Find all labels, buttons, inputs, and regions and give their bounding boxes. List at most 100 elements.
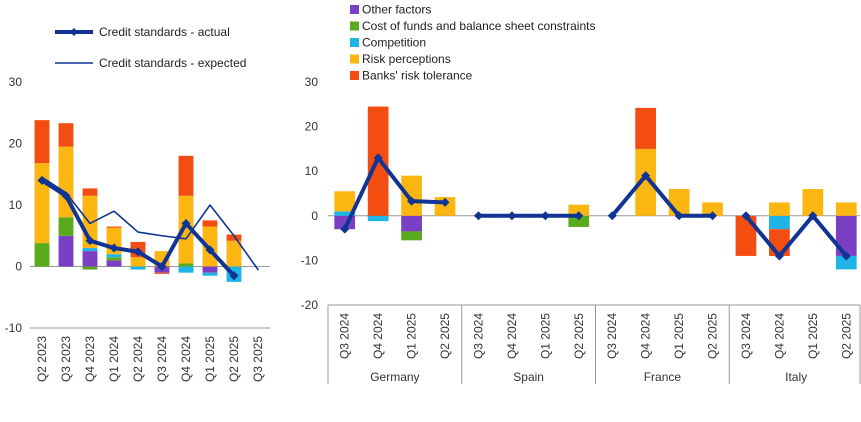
left-line-expected — [41, 176, 259, 271]
right-y-tick-label-2: 0 — [311, 209, 318, 223]
left-y-tick-label-3: 20 — [9, 137, 23, 151]
left-bar-other-3 — [106, 260, 122, 267]
right-germany-bar-cost-2 — [401, 231, 422, 241]
right-italy-bar-risk_tolerance-0 — [735, 215, 757, 256]
left-line-actual-marker-7 — [205, 245, 215, 255]
legend-right-swatch-risk_perceptions — [350, 54, 359, 64]
right-x-tick-label-italy-2: Q1 2025 — [806, 313, 820, 359]
left-bar-competition-2 — [82, 248, 98, 252]
left-line-actual-marker-3 — [109, 243, 119, 253]
left-line-actual-marker-6 — [181, 218, 191, 228]
right-x-tick-label-germany-3: Q2 2025 — [438, 313, 452, 359]
left-x-tick-label-0: Q2 2023 — [35, 336, 49, 382]
legend-right-label-2: Competition — [362, 36, 426, 50]
left-line-actual-marker-0 — [37, 175, 47, 185]
left-x-tick-label-6: Q4 2024 — [179, 336, 193, 382]
left-bar-risk_perceptions-6 — [178, 195, 194, 264]
right-germany-bar-risk_perceptions-2 — [401, 175, 422, 216]
right-line-actual-italy-marker-3 — [841, 251, 851, 261]
right-y-tick-label-0: -20 — [301, 298, 319, 312]
left-x-tick-label-9: Q3 2025 — [251, 336, 265, 382]
right-italy-bar-risk_perceptions-2 — [802, 189, 824, 216]
right-line-actual-france-marker-0 — [607, 211, 617, 221]
right-line-actual-spain-marker-3 — [574, 211, 584, 221]
left-bar-risk_tolerance-1 — [58, 123, 74, 147]
right-germany-bar-risk_perceptions-0 — [334, 191, 356, 212]
right-x-tick-label-germany-2: Q1 2025 — [405, 313, 419, 359]
left-bar-risk_tolerance-6 — [178, 155, 194, 196]
right-line-actual-france-marker-2 — [674, 211, 684, 221]
left-bar-cost-6 — [178, 263, 194, 267]
right-line-actual-italy-marker-1 — [774, 251, 784, 261]
left-bar-other-2 — [82, 251, 98, 267]
legend-right-swatch-competition — [350, 38, 359, 47]
right-x-tick-label-spain-3: Q2 2025 — [572, 313, 586, 359]
left-bar-risk_tolerance-7 — [202, 220, 218, 227]
right-line-actual-italy-marker-0 — [741, 211, 751, 221]
left-bar-cost-2 — [82, 266, 98, 270]
right-spain-bar-cost-3 — [568, 215, 590, 227]
right-germany-bar-other-2 — [401, 215, 422, 232]
left-bar-competition-6 — [178, 266, 194, 273]
left-y-tick-label-2: 10 — [9, 198, 23, 212]
legend-right-swatch-risk_tolerance — [350, 71, 359, 80]
right-line-actual-italy-marker-2 — [808, 211, 818, 221]
left-bar-competition-4 — [130, 266, 146, 270]
left-line-actual-marker-4 — [133, 247, 143, 257]
legend-left-label-0: Credit standards - actual — [99, 25, 230, 39]
left-bar-risk_tolerance-5 — [154, 272, 170, 274]
right-y-tick-label-4: 20 — [305, 120, 319, 134]
left-x-tick-label-4: Q2 2024 — [131, 336, 145, 382]
left-y-tick-label-4: 30 — [9, 75, 23, 89]
left-bar-risk_perceptions-8 — [226, 240, 242, 267]
left-y-tick-label-1: 0 — [15, 260, 22, 274]
left-bar-risk_tolerance-3 — [106, 226, 122, 228]
right-spain-bar-risk_perceptions-3 — [568, 204, 590, 216]
right-group-label-italy: Italy — [785, 370, 807, 384]
left-bar-risk_tolerance-2 — [82, 188, 98, 196]
right-line-actual-germany-marker-2 — [407, 196, 417, 206]
right-x-tick-label-germany-1: Q4 2024 — [371, 313, 385, 359]
right-y-tick-label-3: 10 — [305, 164, 319, 178]
left-bar-risk_perceptions-4 — [130, 257, 146, 267]
left-y-tick-label-0: -10 — [5, 321, 23, 335]
right-group-label-france: France — [644, 370, 682, 384]
right-x-tick-label-spain-1: Q4 2024 — [505, 313, 519, 359]
right-france-bar-risk_tolerance-1 — [635, 107, 657, 149]
right-italy-bar-competition-3 — [835, 255, 857, 270]
right-group-label-germany: Germany — [370, 370, 419, 384]
right-x-tick-label-france-2: Q1 2025 — [672, 313, 686, 359]
left-bar-cost-1 — [58, 217, 74, 236]
right-x-tick-label-italy-0: Q3 2024 — [739, 313, 753, 359]
left-x-tick-label-2: Q4 2023 — [83, 336, 97, 382]
right-line-actual-france-marker-1 — [641, 171, 651, 181]
left-bar-risk_tolerance-8 — [226, 234, 242, 241]
right-line-actual-germany-marker-0 — [340, 224, 350, 234]
left-bar-risk_tolerance-0 — [34, 120, 50, 164]
legend-right-label-4: Banks' risk tolerance — [362, 69, 473, 83]
legend-right-label-1: Cost of funds and balance sheet constrai… — [362, 19, 595, 33]
right-france-bar-risk_perceptions-1 — [635, 148, 657, 216]
right-line-actual-france-marker-3 — [708, 211, 718, 221]
legend-right-label-0: Other factors — [362, 3, 431, 17]
right-italy-bar-risk_perceptions-1 — [769, 202, 790, 216]
left-x-tick-label-7: Q1 2025 — [203, 336, 217, 382]
legend-left-marker-0 — [70, 28, 78, 36]
right-x-tick-label-france-3: Q2 2025 — [706, 313, 720, 359]
right-x-tick-label-spain-2: Q1 2025 — [538, 313, 552, 359]
right-x-tick-label-france-1: Q4 2024 — [639, 313, 653, 359]
left-line-actual-marker-1 — [61, 191, 71, 201]
left-bar-cost-3 — [106, 257, 122, 261]
left-x-tick-label-1: Q3 2023 — [59, 336, 73, 382]
right-italy-bar-competition-1 — [769, 215, 790, 230]
right-x-tick-label-italy-3: Q2 2025 — [839, 313, 853, 359]
left-bar-other-7 — [202, 266, 218, 273]
legend-right-swatch-cost — [350, 21, 359, 31]
right-x-tick-label-spain-0: Q3 2024 — [471, 313, 485, 359]
left-x-tick-label-5: Q3 2024 — [155, 336, 169, 382]
right-x-tick-label-france-0: Q3 2024 — [605, 313, 619, 359]
right-italy-bar-other-3 — [835, 215, 857, 256]
left-line-actual-marker-2 — [85, 236, 95, 246]
